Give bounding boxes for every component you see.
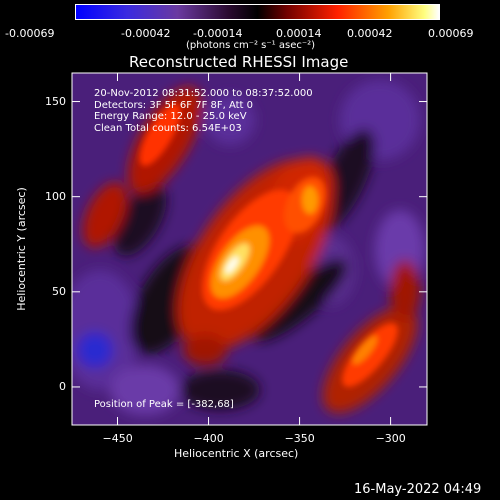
chart-title: Reconstructed RHESSI Image [129,53,349,71]
x-tick-label: −450 [102,432,133,445]
x-tick-labels: −450 −400 −350 −300 [0,432,500,446]
peak-position-label: Position of Peak = [-382,68] [94,399,234,410]
y-tick-labels: 0 50 100 150 [0,0,70,500]
x-tick-label: −400 [193,432,224,445]
colorbar-tick: 0.00042 [347,27,393,40]
colorbar-tick: -0.00042 [121,27,171,40]
y-tick-label: 50 [52,284,66,298]
x-tick-label: −300 [375,432,406,445]
y-axis-label: Heliocentric Y (arcsec) [15,187,28,311]
plot-frame [71,72,428,426]
annotations: 20-Nov-2012 08:31:52.000 to 08:37:52.000… [94,88,313,134]
annotation-time: 20-Nov-2012 08:31:52.000 to 08:37:52.000 [94,88,313,99]
x-tick-label: −350 [284,432,315,445]
colorbar-tick: -0.00069 [5,27,55,40]
y-tick-label: 150 [45,94,66,108]
x-axis-label: Heliocentric X (arcsec) [174,447,299,460]
colorbar [75,4,440,20]
annotation-energy: Energy Range: 12.0 - 25.0 keV [94,111,247,122]
colorbar-tick: 0.00069 [428,27,474,40]
y-tick-label: 0 [59,379,66,393]
heatmap-image [72,73,427,425]
axis-ticks [72,73,427,425]
y-tick-label: 100 [45,189,66,203]
colorbar-tick: -0.00014 [193,27,243,40]
colorbar-unit: (photons cm⁻² s⁻¹ asec⁻²) [186,40,316,51]
annotation-detectors: Detectors: 3F 5F 6F 7F 8F, Att 0 [94,99,254,111]
annotation-counts: Clean Total counts: 6.54E+03 [94,122,242,134]
colorbar-ticks: -0.00069 -0.00042 -0.00014 0.00014 0.000… [0,27,500,41]
footer-timestamp: 16-May-2022 04:49 [354,482,482,497]
colorbar-tick: 0.00014 [276,27,322,40]
